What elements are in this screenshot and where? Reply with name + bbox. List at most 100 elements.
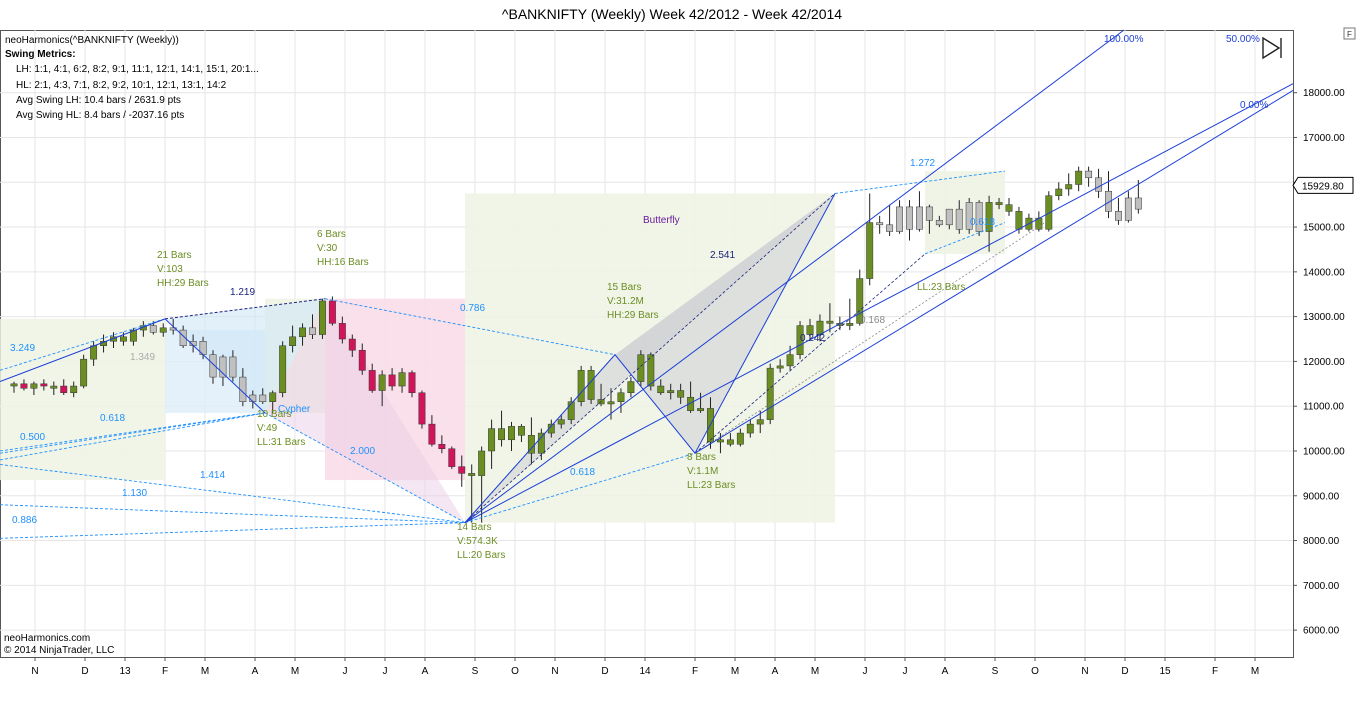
candle[interactable] (925, 204, 933, 234)
candle[interactable] (289, 325, 297, 353)
candle[interactable] (50, 381, 58, 396)
candle[interactable] (736, 428, 744, 447)
candle[interactable] (518, 424, 525, 443)
candle[interactable] (846, 298, 854, 331)
candle[interactable] (776, 359, 784, 373)
candle[interactable] (1005, 197, 1013, 216)
candle[interactable] (667, 383, 675, 400)
candle[interactable] (259, 388, 267, 404)
candle[interactable] (806, 318, 814, 340)
candle[interactable] (1045, 191, 1053, 232)
candle[interactable] (378, 370, 386, 407)
candle[interactable] (687, 381, 695, 413)
candle[interactable] (826, 303, 834, 333)
candle[interactable] (637, 350, 645, 387)
candle[interactable] (398, 368, 406, 393)
candle[interactable] (418, 390, 426, 429)
play-forward-icon[interactable] (1262, 36, 1282, 60)
candle[interactable] (269, 390, 277, 413)
candle[interactable] (179, 325, 187, 348)
candle[interactable] (567, 397, 575, 425)
candle[interactable] (448, 446, 456, 469)
candle[interactable] (229, 350, 237, 382)
candle[interactable] (557, 415, 565, 429)
ratio-label: 0.618 (970, 217, 995, 228)
candle[interactable] (1095, 168, 1102, 198)
candle[interactable] (547, 419, 555, 438)
candle[interactable] (717, 433, 724, 454)
candle[interactable] (935, 215, 943, 228)
candle[interactable] (896, 200, 903, 234)
candle[interactable] (796, 321, 804, 360)
candle[interactable] (1075, 166, 1083, 192)
candle[interactable] (20, 379, 28, 391)
candle[interactable] (1065, 173, 1073, 196)
candle[interactable] (1105, 171, 1112, 219)
last-price-marker: 15929.80 (1292, 176, 1354, 194)
candle[interactable] (488, 419, 496, 469)
candle[interactable] (965, 197, 973, 234)
candle[interactable] (945, 208, 953, 230)
candle[interactable] (995, 197, 1003, 210)
candle[interactable] (319, 298, 326, 340)
candle[interactable] (40, 379, 48, 391)
candle[interactable] (219, 354, 227, 387)
candle[interactable] (458, 455, 466, 487)
candle[interactable] (508, 421, 515, 451)
candle[interactable] (70, 381, 78, 398)
candle[interactable] (159, 323, 167, 337)
candle[interactable] (30, 381, 38, 396)
candle[interactable] (657, 379, 665, 396)
candle[interactable] (279, 341, 287, 398)
candle[interactable] (498, 410, 506, 447)
candle[interactable] (587, 365, 595, 404)
candle[interactable] (627, 377, 635, 398)
candle[interactable] (756, 410, 764, 434)
candle[interactable] (577, 365, 585, 407)
candle[interactable] (856, 269, 864, 326)
x-tick-label: A (252, 666, 259, 677)
candle[interactable] (428, 415, 436, 447)
candle[interactable] (209, 350, 217, 384)
candle[interactable] (726, 433, 734, 447)
candle[interactable] (607, 388, 615, 420)
flag-box[interactable]: F (1343, 27, 1356, 40)
candle[interactable] (955, 200, 963, 234)
candle[interactable] (1055, 182, 1063, 201)
candle[interactable] (876, 215, 884, 234)
candle[interactable] (617, 388, 625, 413)
candle[interactable] (916, 191, 923, 232)
candle[interactable] (388, 368, 396, 391)
candle-body (766, 367, 774, 420)
candle[interactable] (677, 383, 685, 404)
candle[interactable] (348, 334, 356, 357)
candle[interactable] (60, 379, 68, 396)
candle[interactable] (975, 200, 983, 237)
candle-body (537, 432, 545, 454)
candle[interactable] (697, 392, 704, 413)
candle[interactable] (299, 323, 307, 346)
candle[interactable] (368, 363, 376, 393)
candle[interactable] (1134, 180, 1142, 214)
candle[interactable] (328, 296, 336, 326)
candle[interactable] (766, 363, 774, 425)
candle-body (478, 450, 486, 476)
candle[interactable] (1124, 191, 1132, 223)
candle[interactable] (358, 343, 366, 375)
candle[interactable] (746, 419, 754, 438)
candle[interactable] (985, 195, 993, 252)
candle[interactable] (80, 354, 88, 389)
candle[interactable] (408, 370, 416, 398)
candle[interactable] (1115, 197, 1122, 225)
candle[interactable] (906, 200, 913, 241)
candle[interactable] (866, 193, 874, 286)
candle[interactable] (309, 314, 316, 340)
candle[interactable] (468, 464, 476, 523)
candle[interactable] (110, 332, 117, 348)
candle[interactable] (10, 381, 18, 393)
candle[interactable] (1085, 166, 1093, 187)
candle[interactable] (886, 204, 894, 237)
candle[interactable] (338, 316, 346, 344)
candle[interactable] (438, 435, 446, 454)
